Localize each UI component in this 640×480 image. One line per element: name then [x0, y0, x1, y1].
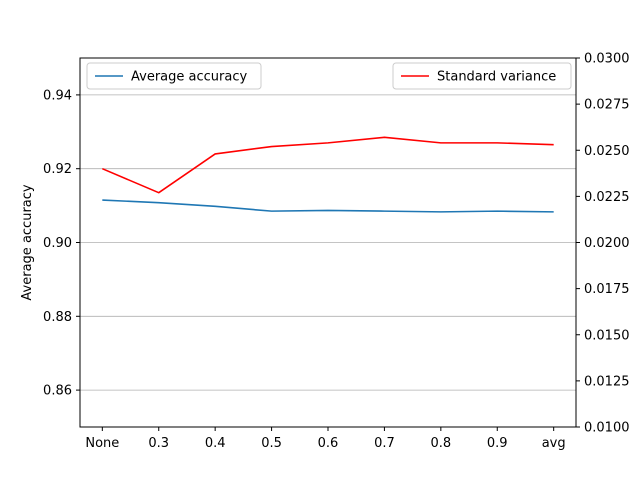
legend-standard-variance: Standard variance — [392, 62, 572, 90]
legend-box — [86, 62, 262, 90]
y-right-tick-label: 0.0300 — [584, 52, 630, 67]
y-right-tick-label: 0.0100 — [584, 421, 630, 436]
y-right-tick-label: 0.0175 — [584, 282, 630, 297]
x-tick-label: 0.4 — [205, 436, 226, 451]
y-axis-left: 0.86 0.88 0.90 0.92 0.94 — [43, 88, 80, 399]
series-line-standard-variance — [102, 136, 554, 194]
y-left-tick-label: 0.94 — [43, 88, 72, 103]
legends: Average accuracy Standard variance — [86, 62, 572, 90]
x-tick-label: 0.3 — [148, 436, 169, 451]
x-tick-label: 0.7 — [374, 436, 395, 451]
y-right-tick-label: 0.0275 — [584, 98, 630, 113]
y-left-tick-label: 0.90 — [43, 236, 72, 251]
legend-average-accuracy: Average accuracy — [86, 62, 262, 90]
x-tick-label: avg — [542, 436, 566, 451]
x-axis: None 0.3 0.4 0.5 0.6 0.7 0.8 0.9 avg — [85, 427, 566, 451]
y-right-tick-label: 0.0150 — [584, 328, 630, 343]
x-tick-label: 0.5 — [261, 436, 282, 451]
y-axis-right: 0.0100 0.0125 0.0150 0.0175 0.0200 0.0225 0.02… — [576, 52, 630, 436]
series-lines — [102, 136, 554, 213]
series-line-average-accuracy — [102, 199, 554, 213]
legend-box — [392, 62, 572, 90]
y-left-tick-label: 0.88 — [43, 310, 72, 325]
x-tick-label: None — [85, 436, 119, 451]
x-tick-label: 0.8 — [430, 436, 451, 451]
y-right-tick-label: 0.0250 — [584, 144, 630, 159]
y-left-tick-label: 0.86 — [43, 384, 72, 399]
y-right-tick-label: 0.0125 — [584, 374, 630, 389]
x-tick-label: 0.9 — [487, 436, 508, 451]
x-tick-label: 0.6 — [318, 436, 339, 451]
legend-label: Standard variance — [437, 70, 556, 85]
y-right-tick-label: 0.0200 — [584, 236, 630, 251]
legend-label: Average accuracy — [131, 70, 247, 85]
y-axis-left-title: Average accuracy — [20, 184, 35, 300]
y-right-tick-label: 0.0225 — [584, 190, 630, 205]
gridlines — [80, 94, 576, 391]
y-left-tick-label: 0.92 — [43, 162, 72, 177]
